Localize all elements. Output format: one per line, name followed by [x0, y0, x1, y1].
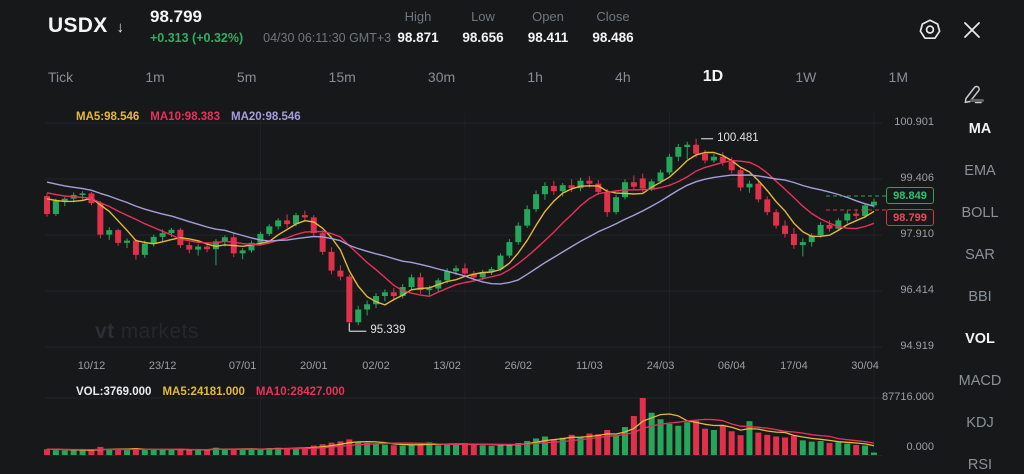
- tab-15m[interactable]: 15m: [328, 69, 356, 85]
- stat-label: High: [404, 9, 432, 24]
- ma5-label: MA5:98.546: [76, 111, 140, 123]
- watermark-bold: vt: [95, 320, 115, 343]
- volume-axis-max: 87716.000: [882, 391, 934, 403]
- x-axis-label: 10/12: [77, 360, 106, 372]
- sidebar-item-bbi[interactable]: BBI: [968, 289, 992, 305]
- x-axis-label: 23/12: [148, 360, 177, 372]
- stat-label: Close: [596, 9, 630, 24]
- high-annotation: 100.481: [717, 131, 759, 144]
- sidebar-item-sar[interactable]: SAR: [965, 247, 995, 263]
- x-axis-label: 06/04: [717, 360, 746, 372]
- indicator-sidebar: MA EMA BOLL SAR BBI VOL MACD KDJ RSI: [936, 108, 1024, 474]
- tab-5m[interactable]: 5m: [236, 69, 257, 85]
- ma-legend: MA5:98.546 MA10:98.383 MA20:98.546: [76, 111, 301, 123]
- stat-close: Close 98.486: [592, 9, 634, 45]
- price-axis-label: 99.406: [900, 171, 934, 184]
- x-axis-label: 07/01: [228, 360, 257, 372]
- sidebar-item-rsi[interactable]: RSI: [967, 457, 993, 473]
- price-change: +0.313 (+0.32%): [150, 31, 244, 45]
- price-axis-label: 100.901: [894, 116, 934, 128]
- x-axis-label: 30/04: [851, 360, 879, 372]
- x-axis-label: 02/02: [362, 360, 390, 372]
- down-arrow-icon: ↓: [116, 18, 125, 36]
- sidebar-item-macd[interactable]: MACD: [958, 373, 1002, 389]
- tab-1m[interactable]: 1m: [145, 69, 165, 85]
- low-annotation: 95.339: [370, 324, 406, 337]
- volume-legend: VOL:3769.000 MA5:24181.000 MA10:28427.00…: [76, 386, 345, 398]
- stat-value: 98.411: [527, 30, 569, 45]
- tab-1M[interactable]: 1M: [888, 69, 908, 85]
- vol-label: VOL:3769.000: [76, 386, 152, 398]
- sidebar-partial-item: [970, 99, 984, 102]
- tab-4h[interactable]: 4h: [615, 69, 631, 85]
- stat-high: High 98.871: [397, 9, 439, 45]
- vol-ma5-label: MA5:24181.000: [162, 386, 245, 398]
- tab-30m[interactable]: 30m: [427, 69, 456, 85]
- price-axis-label: 96.414: [900, 284, 934, 297]
- x-axis-label: 20/01: [299, 360, 328, 372]
- price-axis-label: 94.919: [900, 340, 934, 352]
- quote-timestamp: 04/30 06:11:30 GMT+3: [263, 31, 392, 45]
- timeframe-tabs: Tick 1m 5m 15m 30m 1h 4h 1D 1W 1M: [48, 63, 908, 91]
- sidebar-item-ma[interactable]: MA: [968, 121, 992, 137]
- drawing-tools-icon[interactable]: [960, 80, 986, 106]
- price-subrow: +0.313 (+0.32%) 04/30 06:11:30 GMT+3: [150, 31, 391, 45]
- x-axis-label: 26/02: [504, 360, 533, 372]
- symbol-selector[interactable]: USDX ↓: [48, 14, 124, 38]
- stat-label: Low: [471, 9, 495, 24]
- ohlc-stats: High 98.871 Low 98.656 Open 98.411 Close…: [397, 9, 634, 45]
- sidebar-item-ema[interactable]: EMA: [964, 163, 996, 179]
- vol-ma10-label: MA10:28427.000: [255, 386, 345, 398]
- tab-1d[interactable]: 1D: [702, 68, 724, 85]
- settings-icon[interactable]: [915, 15, 945, 45]
- x-axis-label: 13/02: [433, 360, 461, 372]
- price-axis-label: 97.910: [900, 228, 934, 240]
- stat-value: 98.656: [462, 30, 504, 45]
- tab-1h[interactable]: 1h: [527, 69, 543, 85]
- broker-watermark: vt markets: [95, 320, 199, 344]
- ask-price-badge: 98.849: [886, 187, 934, 204]
- stat-open: Open 98.411: [527, 9, 569, 45]
- volume-axis-zero: 0.000: [906, 441, 934, 453]
- x-axis-label: 24/03: [646, 360, 675, 372]
- ma10-label: MA10:98.383: [150, 111, 220, 123]
- x-axis-label: 11/03: [576, 360, 603, 372]
- tab-tick[interactable]: Tick: [48, 69, 74, 85]
- last-price-badge: 98.799: [886, 209, 934, 226]
- close-icon[interactable]: [957, 15, 987, 45]
- watermark-rest: markets: [120, 320, 199, 343]
- stat-low: Low 98.656: [462, 9, 504, 45]
- symbol-name: USDX: [48, 14, 108, 37]
- stat-value: 98.486: [592, 30, 634, 45]
- sidebar-item-kdj[interactable]: KDJ: [966, 415, 994, 431]
- sidebar-item-boll[interactable]: BOLL: [961, 205, 999, 221]
- stat-value: 98.871: [397, 30, 439, 45]
- ma20-label: MA20:98.546: [230, 111, 301, 123]
- stat-label: Open: [532, 9, 564, 24]
- sidebar-item-vol[interactable]: VOL: [965, 331, 995, 347]
- current-price: 98.799: [150, 7, 202, 26]
- x-axis-label: 17/04: [780, 360, 808, 372]
- tab-1w[interactable]: 1W: [795, 69, 817, 85]
